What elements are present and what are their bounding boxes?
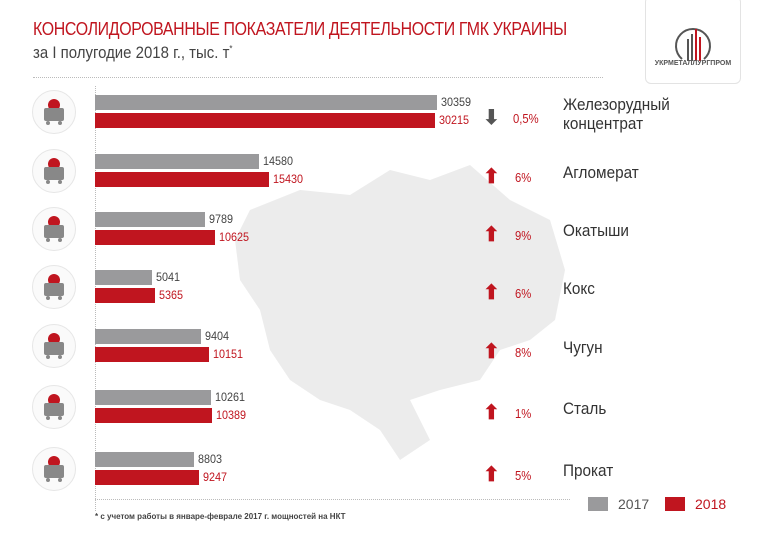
bar-2018 xyxy=(95,408,213,423)
arrow-up-icon: ⬆ xyxy=(483,166,500,188)
divider xyxy=(33,77,603,78)
category-label: Окатыши xyxy=(563,221,629,240)
value-label-2017: 5041 xyxy=(155,270,180,284)
footnote-mark: * xyxy=(229,43,233,54)
arrow-up-icon: ⬆ xyxy=(483,282,500,304)
bar-2017 xyxy=(95,154,260,169)
legend-2017: 2017 xyxy=(588,496,649,512)
subtitle-text: за I полугодие 2018 г., тыс. т xyxy=(33,43,230,62)
sinter-wagon-icon xyxy=(32,149,76,193)
footnote: * с учетом работы в январе-феврале 2017 … xyxy=(95,512,346,521)
legend-swatch-2017 xyxy=(588,497,608,511)
bar-2017 xyxy=(95,329,201,344)
bar-2018 xyxy=(95,470,200,485)
page-title: КОНСОЛИДОРОВАННЫЕ ПОКАЗАТЕЛИ ДЕЯТЕЛЬНОСТ… xyxy=(33,18,567,39)
value-label-2018: 30215 xyxy=(439,113,470,127)
coke-cart-icon xyxy=(32,265,76,309)
bar-2017 xyxy=(95,270,152,285)
bar-2017 xyxy=(95,390,211,405)
steel-ladle-icon xyxy=(32,385,76,429)
ore-wagon-icon xyxy=(32,90,76,134)
bar-2018 xyxy=(95,113,436,128)
legend-swatch-2018 xyxy=(665,497,685,511)
category-label: Чугун xyxy=(563,338,603,357)
pellet-bag-icon xyxy=(32,207,76,251)
change-percent: 0,5% xyxy=(513,112,539,126)
logo-text: УКРМЕТАЛЛУРГПРОМ xyxy=(654,60,732,67)
change-percent: 5% xyxy=(515,469,532,483)
value-label-2018: 9247 xyxy=(203,470,228,484)
bar-2017 xyxy=(95,212,206,227)
arrow-up-icon: ⬆ xyxy=(483,341,500,363)
bar-2018 xyxy=(95,288,156,303)
arrow-up-icon: ⬆ xyxy=(483,224,500,246)
bar-2018 xyxy=(95,347,210,362)
ukraine-map-background xyxy=(235,165,565,460)
value-label-2017: 14580 xyxy=(263,154,294,168)
value-label-2018: 10389 xyxy=(216,408,247,422)
change-percent: 6% xyxy=(515,171,532,185)
chart-baseline xyxy=(95,499,570,500)
value-label-2017: 10261 xyxy=(214,390,245,404)
legend-label-2017: 2017 xyxy=(618,496,650,512)
change-percent: 8% xyxy=(515,346,532,360)
value-label-2017: 8803 xyxy=(198,452,223,466)
logo: УКРМЕТАЛЛУРГПРОМ xyxy=(645,0,741,84)
legend-2018: 2018 xyxy=(665,496,726,512)
value-label-2017: 9404 xyxy=(204,329,229,343)
change-percent: 1% xyxy=(515,407,532,421)
arrow-down-icon: ⬇ xyxy=(483,107,500,129)
value-label-2018: 15430 xyxy=(272,172,303,186)
logo-icon xyxy=(675,28,711,61)
category-label: Агломерат xyxy=(563,163,639,182)
value-label-2018: 5365 xyxy=(159,288,184,302)
page-subtitle: за I полугодие 2018 г., тыс. т* xyxy=(33,43,233,63)
change-percent: 6% xyxy=(515,287,532,301)
category-label: Сталь xyxy=(563,399,607,418)
change-percent: 9% xyxy=(515,229,532,243)
bar-2018 xyxy=(95,230,215,245)
value-label-2017: 30359 xyxy=(441,95,472,109)
value-label-2017: 9789 xyxy=(209,212,234,226)
value-label-2018: 10151 xyxy=(213,347,244,361)
legend-label-2018: 2018 xyxy=(695,496,727,512)
rolled-coil-icon xyxy=(32,447,76,491)
bar-2017 xyxy=(95,95,437,110)
arrow-up-icon: ⬆ xyxy=(483,402,500,424)
category-label: Железорудный концентрат xyxy=(563,95,670,133)
bar-2018 xyxy=(95,172,269,187)
value-label-2018: 10625 xyxy=(218,230,249,244)
bar-2017 xyxy=(95,452,195,467)
category-label: Кокс xyxy=(563,279,595,298)
arrow-up-icon: ⬆ xyxy=(483,464,500,486)
category-label: Прокат xyxy=(563,461,614,480)
pig-iron-icon xyxy=(32,324,76,368)
